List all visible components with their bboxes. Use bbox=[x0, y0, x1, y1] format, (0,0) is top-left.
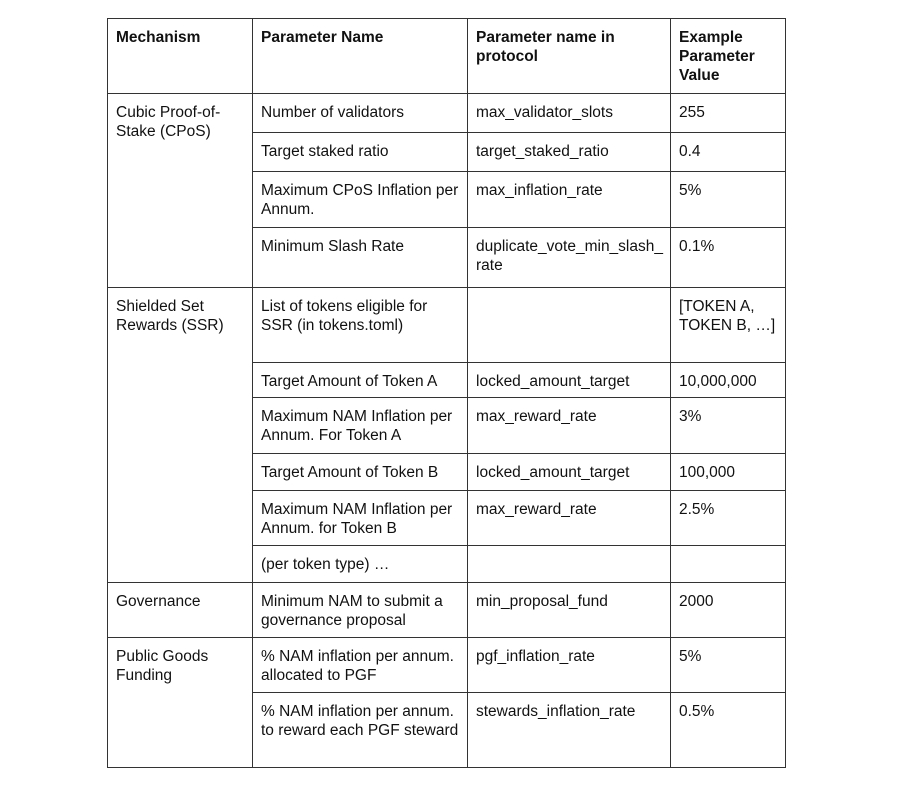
header-parameter-name: Parameter Name bbox=[252, 18, 468, 94]
protocol-name-cell: max_reward_rate bbox=[467, 490, 671, 546]
protocol-name-cell: locked_amount_target bbox=[467, 362, 671, 398]
parameter-name-cell: Minimum NAM to submit a governance propo… bbox=[252, 582, 468, 638]
parameter-name-cell: Target Amount of Token A bbox=[252, 362, 468, 398]
table-row: Public Goods Funding% NAM inflation per … bbox=[107, 637, 786, 768]
table-row: (per token type) … bbox=[108, 545, 786, 583]
table-row: Governance Minimum NAM to submit a govern… bbox=[107, 582, 786, 638]
example-value-cell: 255 bbox=[670, 93, 786, 133]
example-value-cell: 10,000,000 bbox=[670, 362, 786, 398]
example-value-cell bbox=[670, 545, 786, 583]
protocol-name-cell: duplicate_vote_min_slash_rate bbox=[467, 227, 671, 288]
protocol-name-cell: min_proposal_fund bbox=[467, 582, 671, 638]
header-mechanism: Mechanism bbox=[107, 18, 253, 94]
protocol-name-cell: pgf_inflation_rate bbox=[467, 637, 671, 693]
protocol-name-cell: stewards_inflation_rate bbox=[467, 692, 671, 768]
table-row: Maximum CPoS Inflation per Annum. max_inf… bbox=[108, 171, 786, 228]
protocol-name-cell: max_reward_rate bbox=[467, 397, 671, 454]
protocol-name-cell: max_inflation_rate bbox=[467, 171, 671, 228]
parameters-table: Mechanism Parameter Name Parameter name … bbox=[107, 18, 786, 768]
parameter-name-cell: Minimum Slash Rate bbox=[252, 227, 468, 288]
table-row: Target staked ratio target_staked_ratio 0.… bbox=[108, 132, 786, 172]
parameter-name-cell: % NAM inflation per annum. allocated to … bbox=[252, 637, 468, 693]
example-value-cell: 2.5% bbox=[670, 490, 786, 546]
header-row: Mechanism Parameter Name Parameter name … bbox=[107, 18, 786, 94]
parameter-name-cell: Target Amount of Token B bbox=[252, 453, 468, 491]
header-example-value: Example Parameter Value bbox=[670, 18, 786, 94]
example-value-cell: 5% bbox=[670, 171, 786, 228]
mechanism-cell: Public Goods Funding bbox=[107, 637, 253, 768]
parameter-name-cell: Maximum NAM Inflation per Annum. for Tok… bbox=[252, 490, 468, 546]
header-protocol-name: Parameter name in protocol bbox=[467, 18, 671, 94]
protocol-name-cell: locked_amount_target bbox=[467, 453, 671, 491]
table-row: Cubic Proof-of-Stake (CPoS) Number of val… bbox=[107, 93, 786, 288]
table-row: Shielded Set Rewards (SSR) List of tokens… bbox=[107, 287, 786, 583]
table-row: Minimum Slash Rate duplicate_vote_min_sla… bbox=[108, 227, 786, 288]
example-value-cell: 100,000 bbox=[670, 453, 786, 491]
example-value-cell: 0.1% bbox=[670, 227, 786, 288]
parameter-name-cell: % NAM inflation per annum. to reward eac… bbox=[252, 692, 468, 768]
example-value-cell: 0.4 bbox=[670, 132, 786, 172]
protocol-name-cell bbox=[467, 545, 671, 583]
parameter-name-cell: List of tokens eligible for SSR (in toke… bbox=[252, 287, 468, 363]
example-value-cell: 2000 bbox=[670, 582, 786, 638]
mechanism-cell: Shielded Set Rewards (SSR) bbox=[107, 287, 253, 583]
mechanism-cell: Governance bbox=[107, 582, 253, 638]
example-value-cell: 0.5% bbox=[670, 692, 786, 768]
parameter-name-cell: Target staked ratio bbox=[252, 132, 468, 172]
table-row: Maximum NAM Inflation per Annum. for Tok… bbox=[108, 490, 786, 546]
parameter-name-cell: Maximum NAM Inflation per Annum. For Tok… bbox=[252, 397, 468, 454]
protocol-name-cell: max_validator_slots bbox=[467, 93, 671, 133]
parameter-name-cell: Maximum CPoS Inflation per Annum. bbox=[252, 171, 468, 228]
mechanism-cell: Cubic Proof-of-Stake (CPoS) bbox=[107, 93, 253, 288]
example-value-cell: [TOKEN A, TOKEN B, …] bbox=[670, 287, 786, 363]
protocol-name-cell bbox=[467, 287, 671, 363]
parameter-name-cell: (per token type) … bbox=[252, 545, 468, 583]
example-value-cell: 5% bbox=[670, 637, 786, 693]
protocol-name-cell: target_staked_ratio bbox=[467, 132, 671, 172]
table-row: % NAM inflation per annum. to reward eac… bbox=[108, 692, 786, 768]
table-row: Maximum NAM Inflation per Annum. For Tok… bbox=[108, 397, 786, 454]
example-value-cell: 3% bbox=[670, 397, 786, 454]
parameter-name-cell: Number of validators bbox=[252, 93, 468, 133]
